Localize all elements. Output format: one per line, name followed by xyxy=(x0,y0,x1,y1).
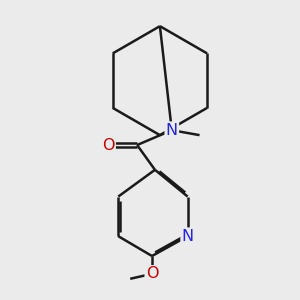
Text: N: N xyxy=(166,123,178,138)
Text: O: O xyxy=(102,137,115,152)
Text: O: O xyxy=(146,266,158,281)
Text: N: N xyxy=(182,229,194,244)
